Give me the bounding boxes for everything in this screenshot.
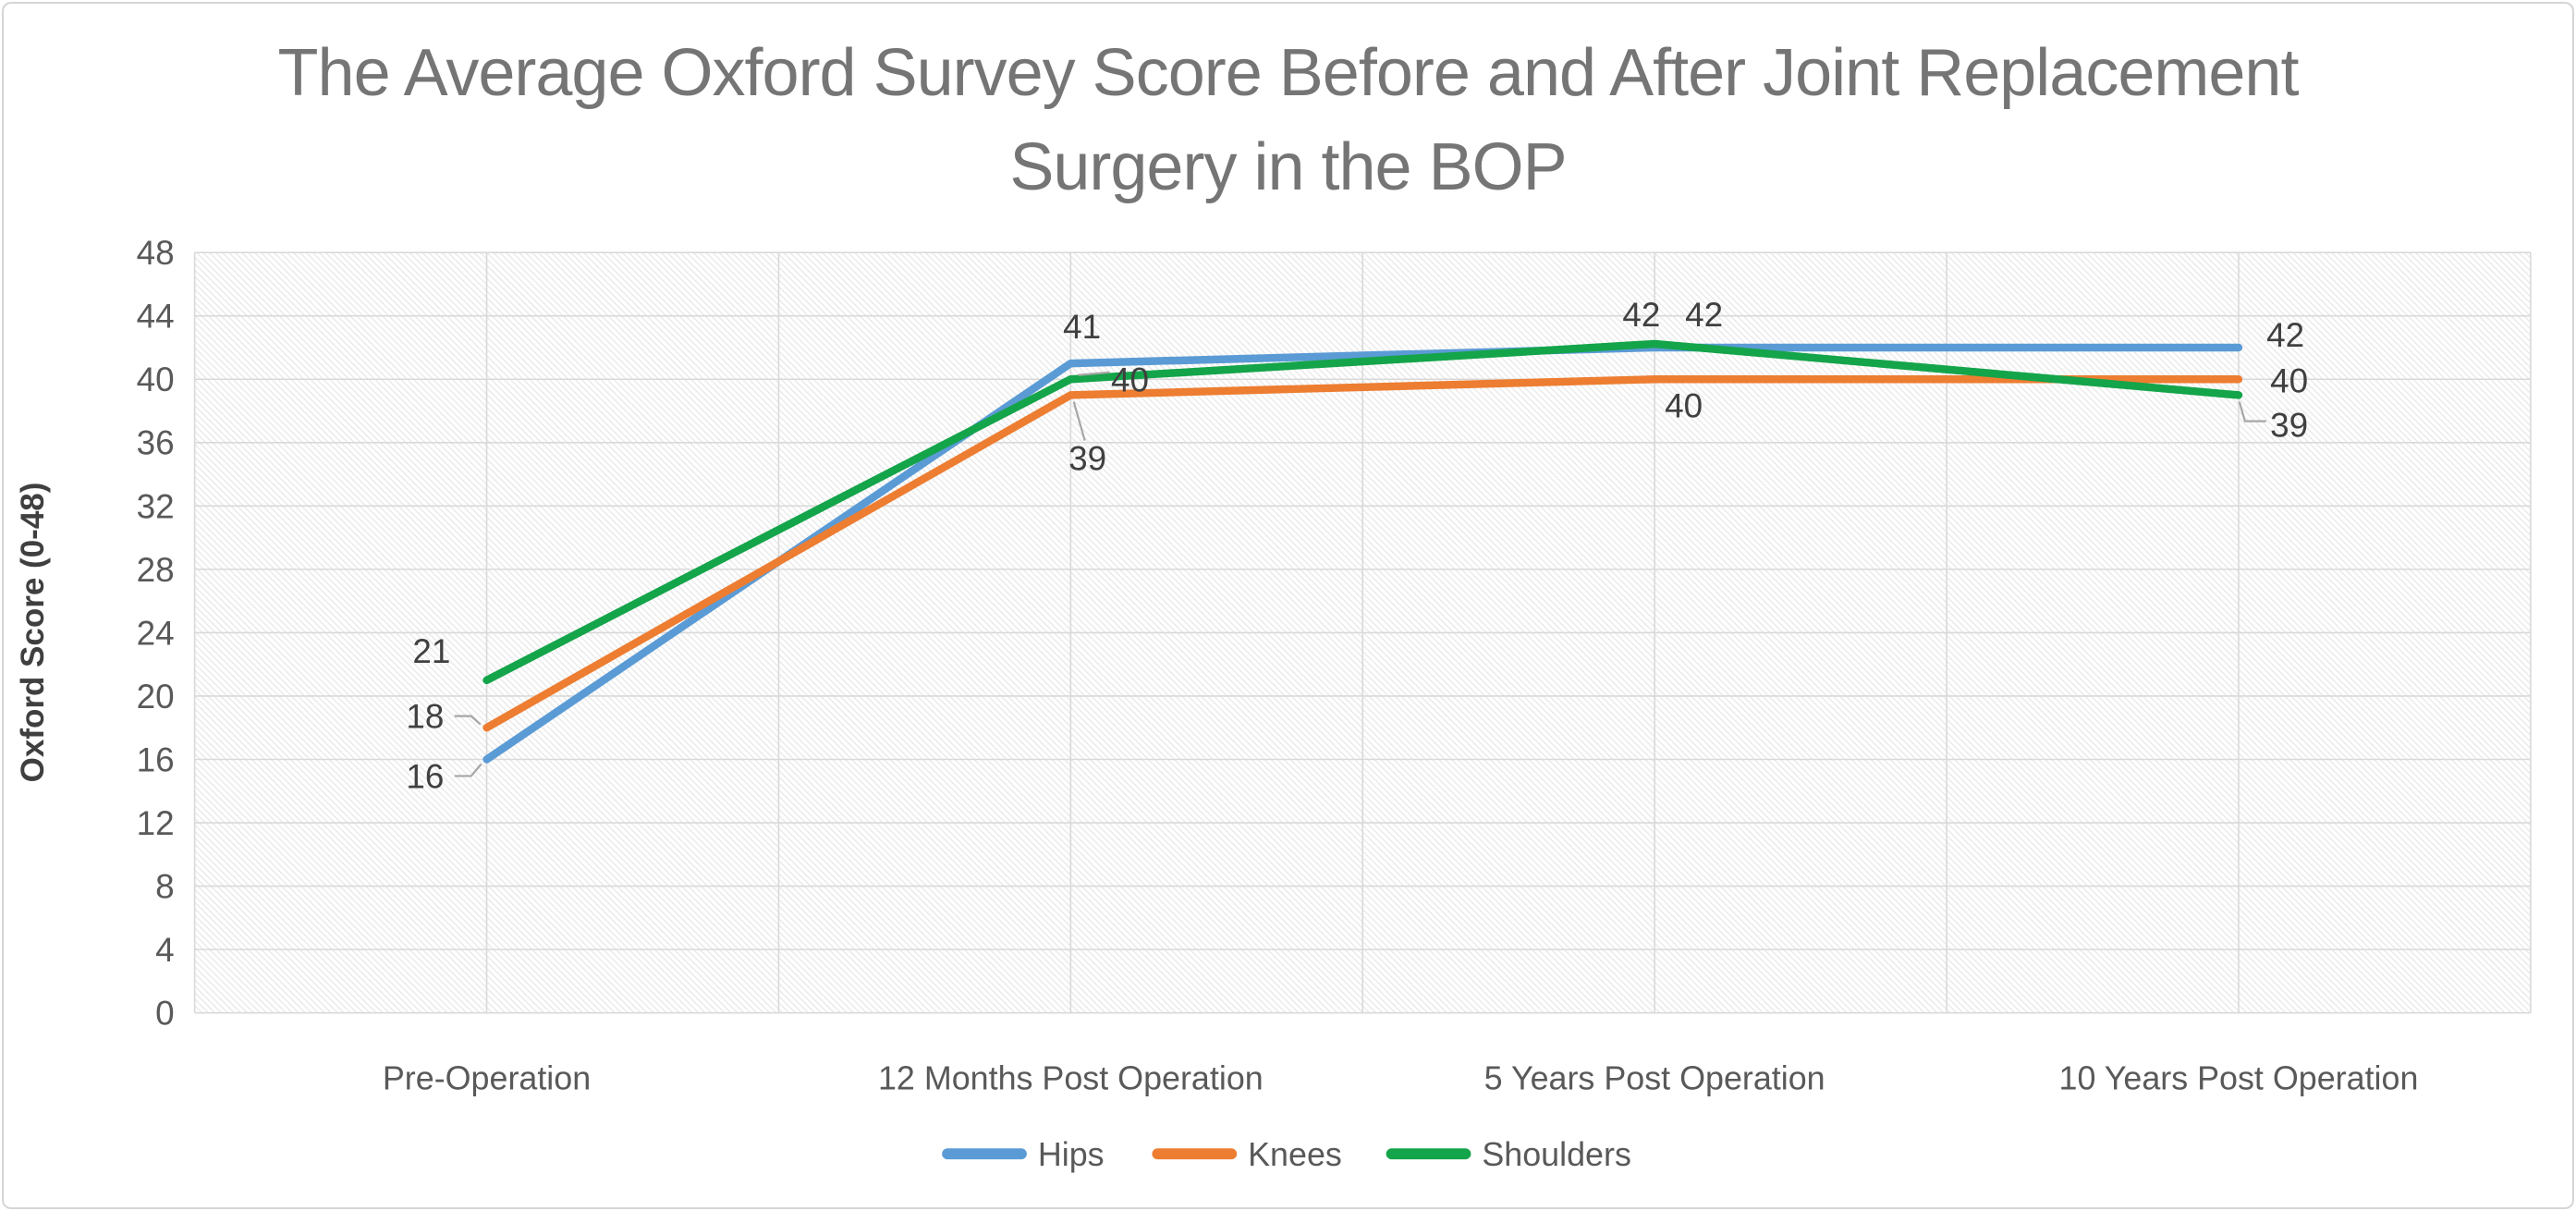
label-leader-line [1078,371,1110,376]
legend-item-hips[interactable]: Hips [942,1136,1105,1173]
data-label-shoulders-0: 21 [412,632,450,670]
leader-lines [454,371,2266,777]
data-label-shoulders-3: 39 [2270,407,2308,445]
y-tick-label: 24 [137,614,175,652]
label-leader-line [1072,401,1086,441]
legend: Hips Knees Shoulders [942,1136,1631,1173]
x-axis-labels: Pre-Operation 12 Months Post Operation 5 Y… [383,1059,2419,1096]
x-axis-label: 10 Years Post Operation [2059,1059,2419,1096]
data-label-knees-0: 18 [406,698,444,736]
y-tick-label: 16 [137,740,175,778]
y-tick-label: 40 [137,361,175,398]
y-tick-label: 0 [155,995,175,1033]
chart-title: The Average Oxford Survey Score Before a… [4,26,2572,214]
series-lines [482,339,2243,764]
y-tick-label: 28 [137,551,175,589]
chart-title-line1: The Average Oxford Survey Score Before a… [277,36,2300,110]
chart-title-line2: Surgery in the BOP [1009,130,1567,205]
series-line-shoulders[interactable] [482,339,2243,685]
legend-label-shoulders: Shoulders [1482,1136,1631,1173]
legend-swatch-shoulders [1386,1148,1471,1160]
y-tick-label: 32 [137,487,175,525]
gridlines [193,251,2532,1014]
x-axis-label: 5 Years Post Operation [1484,1059,1825,1096]
y-tick-label: 44 [137,298,175,336]
legend-item-shoulders[interactable]: Shoulders [1386,1136,1631,1173]
data-label-hips-0: 16 [406,757,444,795]
data-labels: 16 41 42 42 18 39 40 40 21 40 42 39 [406,296,2308,795]
y-tick-label: 12 [137,804,175,842]
data-label-hips-1: 41 [1063,308,1101,346]
y-tick-label: 48 [137,234,175,272]
legend-swatch-knees [1152,1148,1238,1160]
label-leader-line [2238,401,2266,422]
series-line-knees[interactable] [482,375,2243,732]
y-tick-label: 4 [155,931,175,969]
data-label-hips-2: 42 [1622,296,1660,334]
y-tick-label: 36 [137,424,175,462]
y-tick-label: 8 [155,868,175,906]
data-label-knees-1: 39 [1068,439,1106,477]
legend-label-knees: Knees [1248,1136,1342,1173]
label-leader-line [454,715,482,726]
label-leader-line [454,763,482,777]
legend-item-knees[interactable]: Knees [1152,1136,1342,1173]
data-label-hips-3: 42 [2266,316,2304,354]
y-tick-label: 20 [137,678,175,716]
legend-label-hips: Hips [1038,1136,1105,1173]
data-label-knees-2: 40 [1665,387,1703,425]
data-label-shoulders-2: 42 [1685,296,1723,334]
x-axis-label: 12 Months Post Operation [878,1059,1264,1096]
x-axis-label: Pre-Operation [383,1059,591,1096]
data-label-shoulders-1: 40 [1111,361,1149,399]
data-label-knees-3: 40 [2270,362,2308,400]
legend-swatch-hips [942,1148,1027,1160]
